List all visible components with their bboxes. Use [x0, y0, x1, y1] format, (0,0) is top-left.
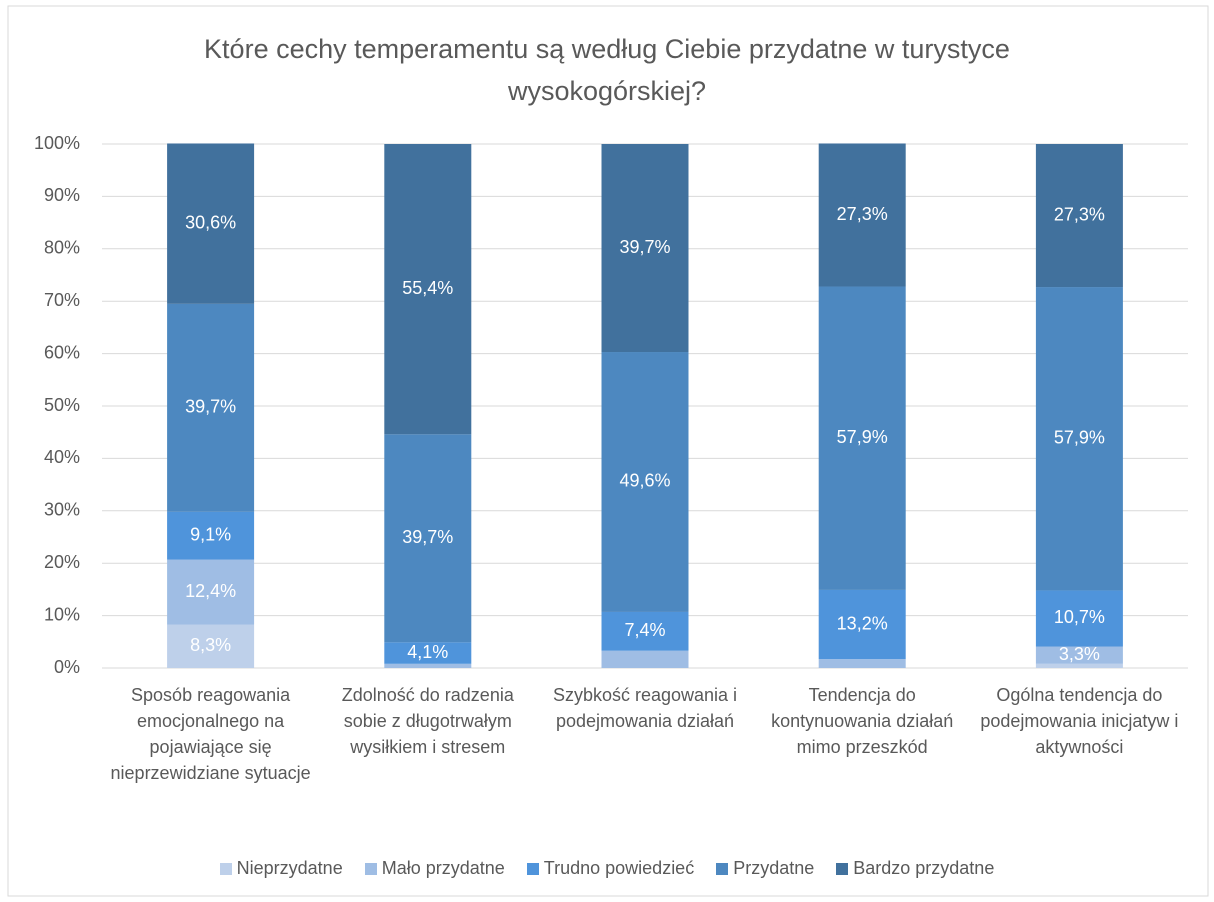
data-label: 57,9%: [837, 427, 888, 447]
y-tick-label: 90%: [44, 185, 80, 205]
data-label: 12,4%: [185, 581, 236, 601]
data-label: 57,9%: [1054, 428, 1105, 448]
y-tick-label: 30%: [44, 500, 80, 520]
legend-item: Nieprzydatne: [219, 858, 343, 879]
x-tick-label: Szybkość reagowania i podejmowania dział…: [552, 685, 738, 731]
legend-label: Bardzo przydatne: [853, 858, 995, 878]
bar-segment: [601, 352, 689, 612]
data-label: 8,3%: [190, 635, 231, 655]
x-tick-label: Zdolność do radzenia sobie z długotrwały…: [341, 685, 514, 757]
bar-segment: [818, 589, 906, 660]
legend-label: Przydatne: [733, 858, 815, 878]
bar-segment: [818, 286, 906, 590]
bar-segment: [384, 663, 472, 668]
legend-item: Trudno powiedzieć: [526, 858, 695, 879]
bar-segment: [601, 611, 689, 651]
bar-segment: [1035, 646, 1123, 664]
bar-segment: [167, 303, 255, 512]
legend-swatch: [526, 862, 539, 875]
data-label: 49,6%: [619, 471, 670, 491]
legend-swatch: [836, 862, 849, 875]
data-label: 39,7%: [402, 527, 453, 547]
data-label: 7,4%: [624, 620, 665, 640]
bar-segment: [1035, 590, 1123, 647]
data-label: 27,3%: [837, 204, 888, 224]
y-tick-label: 20%: [44, 552, 80, 572]
legend: Nieprzydatne Mało przydatne Trudno powiedz…: [0, 858, 1214, 879]
y-tick-label: 60%: [44, 342, 80, 362]
bar-segment: [601, 650, 689, 668]
legend-item: Mało przydatne: [364, 858, 505, 879]
y-tick-label: 80%: [44, 238, 80, 258]
bar-segment: [167, 511, 255, 560]
legend-item: Przydatne: [716, 858, 814, 879]
x-tick-label: Tendencja do kontynuowania działań mimo …: [771, 685, 954, 757]
legend-swatch: [219, 862, 232, 875]
data-label: 9,1%: [190, 524, 231, 544]
bar-segment: [167, 143, 255, 304]
x-tick-label: Sposób reagowania emocjonalnego na pojaw…: [110, 685, 311, 783]
bar-segment: [1035, 287, 1123, 591]
legend-label: Nieprzydatne: [236, 858, 343, 878]
x-tick-label: Ogólna tendencja do podejmowania inicjat…: [980, 685, 1179, 757]
bar-segment: [384, 434, 472, 643]
data-label: 13,2%: [837, 613, 888, 633]
data-label: 55,4%: [402, 278, 453, 298]
data-label: 30,6%: [185, 212, 236, 232]
bar-segment: [167, 624, 255, 668]
y-tick-label: 40%: [44, 447, 80, 467]
legend-item: Bardzo przydatne: [836, 858, 994, 879]
y-tick-label: 50%: [44, 395, 80, 415]
y-tick-label: 10%: [44, 604, 80, 624]
data-label: 3,3%: [1059, 644, 1100, 664]
y-tick-label: 70%: [44, 290, 80, 310]
frame: [7, 5, 1209, 897]
bar-segment: [384, 144, 472, 435]
data-label: 27,3%: [1054, 204, 1105, 224]
bar-segment: [1035, 144, 1123, 288]
bar-segment: [1035, 663, 1123, 668]
data-label: 39,7%: [619, 237, 670, 257]
chart-title: Które cechy temperamentu są według Ciebi…: [204, 34, 1010, 106]
y-tick-label: 100%: [34, 133, 80, 153]
legend-swatch: [716, 862, 729, 875]
bar-segment: [167, 559, 255, 625]
y-tick-label: 0%: [54, 657, 80, 677]
bar-segment: [818, 143, 906, 287]
bar-segment: [384, 642, 472, 664]
legend-swatch: [364, 862, 377, 875]
bar-segment: [818, 659, 906, 668]
legend-label: Mało przydatne: [381, 858, 505, 878]
legend-label: Trudno powiedzieć: [543, 858, 695, 878]
bar-segment: [601, 144, 689, 353]
data-label: 39,7%: [185, 397, 236, 417]
data-label: 10,7%: [1054, 607, 1105, 627]
data-label: 4,1%: [407, 642, 448, 662]
